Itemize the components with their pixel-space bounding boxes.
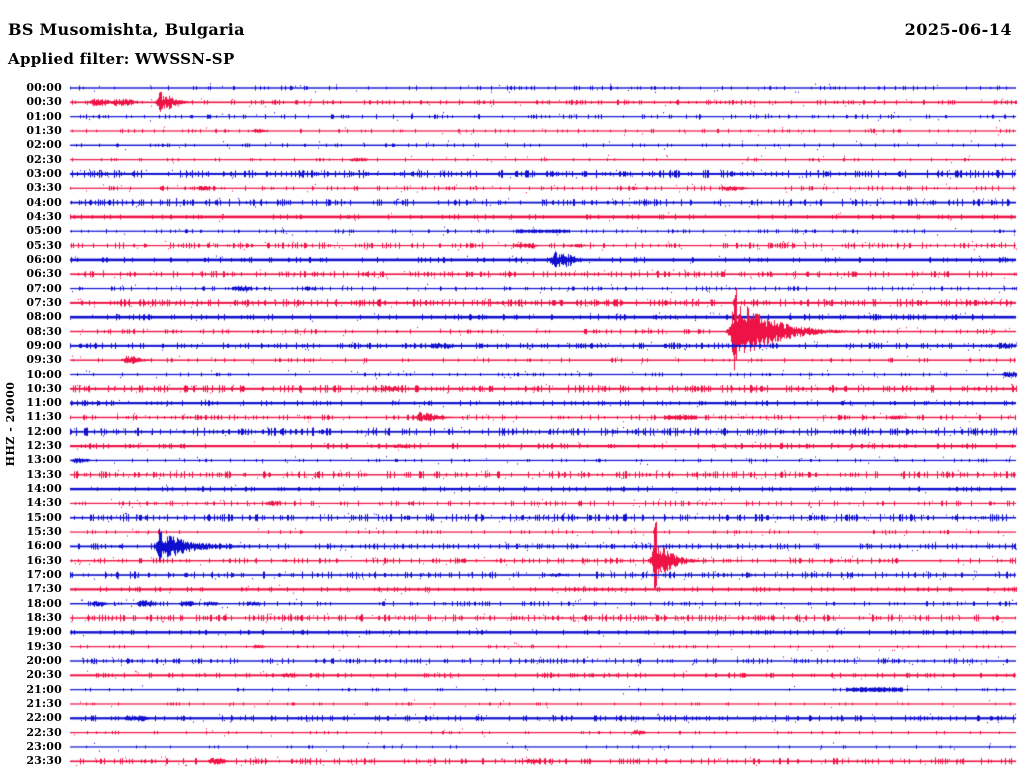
time-label: 00:00 <box>26 81 62 94</box>
time-label: 10:00 <box>26 367 62 381</box>
time-label: 18:00 <box>26 596 62 610</box>
time-label: 01:30 <box>26 123 62 137</box>
time-label: 05:30 <box>26 238 62 252</box>
time-label: 06:30 <box>26 267 62 281</box>
time-label: 00:30 <box>26 95 62 109</box>
time-label: 15:00 <box>26 510 62 524</box>
time-label: 05:00 <box>26 224 62 238</box>
time-label: 16:00 <box>26 539 62 553</box>
time-label: 02:30 <box>26 152 62 166</box>
time-label: 13:00 <box>26 453 62 467</box>
time-label: 13:30 <box>26 467 62 481</box>
time-label: 03:00 <box>26 166 62 180</box>
time-label: 08:00 <box>26 310 62 324</box>
time-label: 16:30 <box>26 553 62 567</box>
time-label: 01:00 <box>26 109 62 123</box>
time-label: 22:30 <box>26 725 62 739</box>
time-label: 20:00 <box>26 654 62 667</box>
time-label: 20:30 <box>26 668 62 682</box>
time-label: 23:00 <box>26 739 62 753</box>
time-label: 17:30 <box>26 582 62 596</box>
time-label: 22:00 <box>26 711 62 725</box>
time-label: 11:00 <box>26 396 62 410</box>
time-label: 06:00 <box>26 252 62 266</box>
time-label: 21:00 <box>26 682 62 696</box>
time-label: 09:30 <box>26 353 62 367</box>
time-label: 18:30 <box>26 611 62 625</box>
time-label: 08:30 <box>26 324 62 338</box>
time-label: 19:00 <box>26 625 62 639</box>
time-label: 02:00 <box>26 138 62 152</box>
time-label: 12:30 <box>26 439 62 453</box>
time-label: 03:30 <box>26 181 62 195</box>
time-label: 23:30 <box>26 754 62 768</box>
time-label: 04:30 <box>26 209 62 223</box>
time-label: 09:00 <box>26 338 62 352</box>
time-label: 14:00 <box>26 482 62 496</box>
time-label: 17:00 <box>26 568 62 582</box>
time-label: 14:30 <box>26 496 62 510</box>
time-label: 10:30 <box>26 381 62 395</box>
time-label: 15:30 <box>26 525 62 539</box>
time-label: 12:00 <box>26 424 62 438</box>
time-label: 11:30 <box>26 410 62 424</box>
time-label: 19:30 <box>26 639 62 653</box>
time-label: 07:00 <box>26 281 62 295</box>
time-label: 04:00 <box>26 195 62 209</box>
time-label: 21:30 <box>26 696 62 710</box>
time-label: 07:30 <box>26 295 62 309</box>
